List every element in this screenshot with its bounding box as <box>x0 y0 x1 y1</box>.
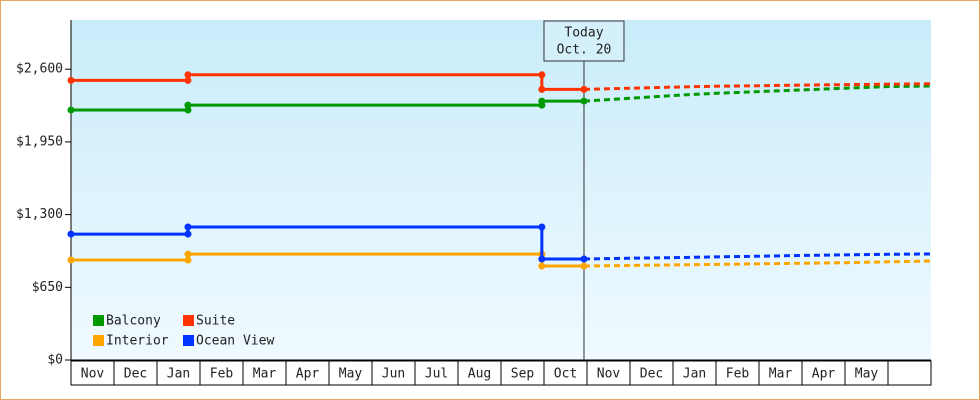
price-point <box>580 85 588 93</box>
y-tick-label: $1,950 <box>16 134 63 149</box>
x-tick-label: May <box>855 367 879 382</box>
price-line <box>71 225 584 261</box>
price-point <box>538 71 546 79</box>
x-tick-label: Aug <box>468 367 491 382</box>
projection-line <box>583 84 932 103</box>
plot-area <box>71 20 931 360</box>
price-point <box>184 106 192 114</box>
y-tick-label: $650 <box>32 280 63 295</box>
x-category-cell <box>500 360 545 386</box>
projection-line <box>583 82 932 91</box>
x-category-cell <box>672 360 717 386</box>
legend-swatch <box>93 315 104 326</box>
price-point <box>184 230 192 238</box>
price-point <box>67 256 75 264</box>
x-tick-label: Apr <box>296 367 320 382</box>
x-tick-label: Feb <box>210 367 234 382</box>
legend-swatch <box>183 315 194 326</box>
today-label: Today <box>564 26 603 41</box>
x-tick-label: Oct <box>554 367 577 382</box>
x-tick-label: Dec <box>124 367 147 382</box>
x-tick-label: Dec <box>640 367 663 382</box>
projection-line <box>583 259 932 268</box>
x-tick-label: May <box>339 367 363 382</box>
x-tick-label: Sep <box>511 367 535 382</box>
price-line <box>71 99 584 112</box>
price-point <box>184 256 192 264</box>
today-label: Oct. 20 <box>557 43 612 58</box>
x-tick-label: Apr <box>812 367 836 382</box>
price-point <box>580 97 588 105</box>
x-tick-label: Jan <box>683 367 706 382</box>
x-tick-label: Feb <box>726 367 750 382</box>
price-point <box>184 223 192 231</box>
y-tick-label: $2,600 <box>16 62 63 77</box>
x-category-cell <box>328 360 373 386</box>
x-category-cell <box>586 360 631 386</box>
x-tick-label: Jul <box>425 367 448 382</box>
legend-label: Interior <box>106 334 169 349</box>
price-point <box>184 250 192 258</box>
x-category-cell <box>887 360 932 386</box>
price-point <box>538 85 546 93</box>
price-point <box>538 223 546 231</box>
legend-label: Suite <box>196 314 235 329</box>
x-tick-label: Nov <box>597 367 621 382</box>
x-category-cell <box>801 360 846 386</box>
price-point <box>538 255 546 263</box>
price-line <box>71 252 584 268</box>
projection-line <box>583 252 932 261</box>
price-point <box>67 230 75 238</box>
x-tick-label: Mar <box>769 367 793 382</box>
legend-label: Ocean View <box>196 334 274 349</box>
x-tick-label: Jan <box>167 367 190 382</box>
today-box <box>543 20 625 62</box>
price-point <box>538 97 546 105</box>
price-point <box>184 71 192 79</box>
x-category-cell <box>844 360 889 386</box>
price-point <box>67 106 75 114</box>
x-category-cell <box>715 360 760 386</box>
legend-swatch <box>183 335 194 346</box>
x-category-cell <box>156 360 201 386</box>
price-point <box>538 262 546 270</box>
x-tick-label: Jun <box>382 367 405 382</box>
price-point <box>184 101 192 109</box>
price-point <box>580 255 588 263</box>
x-tick-label: Nov <box>81 367 105 382</box>
x-category-cell <box>242 360 287 386</box>
x-tick-label: Mar <box>253 367 277 382</box>
legend-label: Balcony <box>106 314 161 329</box>
price-point <box>67 76 75 84</box>
x-category-cell <box>414 360 459 386</box>
price-point <box>580 262 588 270</box>
y-tick-label: $1,300 <box>16 207 63 222</box>
y-tick-label: $0 <box>47 353 63 368</box>
price-point <box>184 76 192 84</box>
legend-swatch <box>93 335 104 346</box>
price-line <box>71 73 584 91</box>
